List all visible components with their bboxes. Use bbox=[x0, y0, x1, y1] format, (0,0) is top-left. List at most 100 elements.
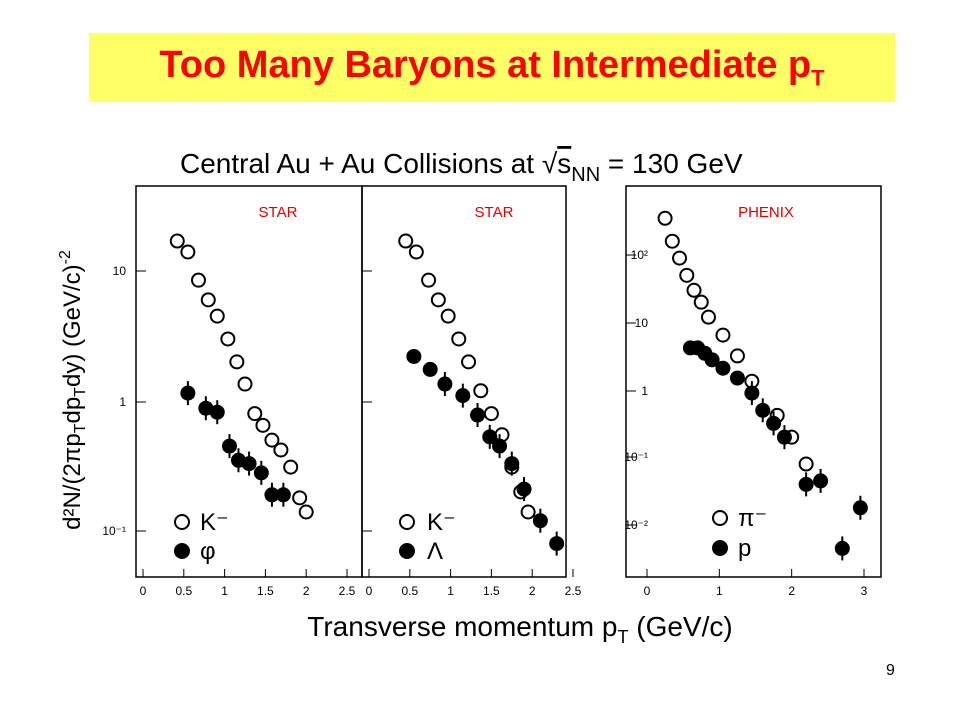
y-tick-label: 10⁻¹ bbox=[102, 524, 126, 538]
data-point-filled bbox=[455, 388, 471, 404]
data-point-filled bbox=[504, 456, 520, 472]
data-point-open bbox=[209, 308, 225, 324]
data-point-open bbox=[729, 348, 745, 364]
data-point-open bbox=[220, 331, 236, 347]
data-point-open bbox=[169, 233, 185, 249]
x-tick-label: 2.5 bbox=[565, 584, 582, 598]
data-point-filled bbox=[422, 361, 438, 377]
data-point-open bbox=[686, 282, 702, 298]
data-point-open bbox=[273, 442, 289, 458]
slide-number: 9 bbox=[886, 662, 895, 679]
data-point-open bbox=[408, 244, 424, 260]
y-axis-label: d²N/(2πpTdpTdy) (GeV/c)-2 bbox=[57, 250, 89, 530]
data-point-open bbox=[657, 210, 673, 226]
legend-label: p bbox=[738, 535, 751, 562]
data-point-filled bbox=[470, 407, 486, 423]
experiment-label: STAR bbox=[475, 204, 514, 221]
data-point-open bbox=[461, 354, 477, 370]
x-tick-label: 0.5 bbox=[175, 584, 192, 598]
data-point-filled bbox=[482, 429, 498, 445]
figure-header: Central Au + Au Collisions at √sNN = 130… bbox=[180, 148, 743, 186]
legend-marker-open bbox=[174, 514, 190, 530]
legend-marker-open bbox=[399, 514, 415, 530]
data-point-filled bbox=[406, 348, 422, 364]
data-point-open bbox=[190, 272, 206, 288]
data-point-filled bbox=[852, 500, 868, 516]
data-point-open bbox=[237, 376, 253, 392]
x-axis-label: Transverse momentum pT (GeV/c) bbox=[307, 611, 732, 647]
panel-middle-frame bbox=[361, 185, 567, 578]
data-point-open bbox=[440, 308, 456, 324]
data-point-open bbox=[664, 233, 680, 249]
data-point-open bbox=[180, 244, 196, 260]
data-point-filled bbox=[729, 370, 745, 386]
legend-marker-filled bbox=[174, 543, 190, 559]
data-point-filled bbox=[532, 513, 548, 529]
data-point-open bbox=[200, 292, 216, 308]
data-point-open bbox=[255, 417, 271, 433]
legend-marker-filled bbox=[399, 543, 415, 559]
legend-label: K⁻ bbox=[200, 509, 229, 536]
legend-label: π⁻ bbox=[738, 505, 767, 532]
data-point-open bbox=[798, 456, 814, 472]
x-tick-label: 2 bbox=[303, 584, 310, 598]
data-point-filled bbox=[776, 429, 792, 445]
data-point-open bbox=[398, 233, 414, 249]
slide-title: Too Many Baryons at Intermediate pT bbox=[159, 43, 825, 91]
data-point-filled bbox=[813, 473, 829, 489]
data-point-filled bbox=[715, 360, 731, 376]
experiment-label: STAR bbox=[259, 204, 298, 221]
data-point-open bbox=[679, 267, 695, 283]
x-tick-label: 1 bbox=[447, 584, 454, 598]
x-tick-label: 0 bbox=[644, 584, 651, 598]
data-point-filled bbox=[766, 415, 782, 431]
legend-marker-open bbox=[712, 510, 728, 526]
y-tick-label: 1 bbox=[119, 395, 126, 409]
x-tick-label: 0 bbox=[140, 584, 147, 598]
data-point-filled bbox=[516, 481, 532, 497]
data-point-open bbox=[693, 294, 709, 310]
data-point-open bbox=[483, 406, 499, 422]
x-tick-label: 2.5 bbox=[339, 584, 356, 598]
title-banner: Too Many Baryons at Intermediate pT bbox=[89, 33, 895, 102]
data-point-open bbox=[229, 354, 245, 370]
data-point-filled bbox=[744, 385, 760, 401]
data-point-open bbox=[520, 504, 536, 520]
legend-label: K⁻ bbox=[427, 509, 456, 536]
y-tick-label: 10⁻² bbox=[624, 518, 648, 532]
data-point-open bbox=[421, 272, 437, 288]
data-point-open bbox=[451, 331, 467, 347]
data-point-filled bbox=[798, 476, 814, 492]
data-point-filled bbox=[704, 352, 720, 368]
data-point-open bbox=[700, 309, 716, 325]
data-point-filled bbox=[221, 438, 237, 454]
y-tick-label: 10⁻¹ bbox=[624, 450, 648, 464]
data-point-filled bbox=[834, 540, 850, 556]
data-point-filled bbox=[180, 385, 196, 401]
data-point-open bbox=[430, 292, 446, 308]
data-point-filled bbox=[755, 402, 771, 418]
y-tick-label: 10 bbox=[635, 316, 649, 330]
data-point-open bbox=[247, 406, 263, 422]
data-point-filled bbox=[549, 536, 565, 552]
panel-right-frame bbox=[625, 185, 882, 578]
data-point-open bbox=[672, 250, 688, 266]
data-point-open bbox=[264, 432, 280, 448]
data-point-filled bbox=[275, 487, 291, 503]
x-tick-label: 1.5 bbox=[483, 584, 500, 598]
y-tick-label: 10 bbox=[113, 264, 127, 278]
x-tick-label: 3 bbox=[861, 584, 868, 598]
data-point-open bbox=[473, 383, 489, 399]
legend-marker-filled bbox=[712, 540, 728, 556]
data-point-filled bbox=[241, 456, 257, 472]
data-point-open bbox=[715, 327, 731, 343]
x-tick-label: 1.5 bbox=[257, 584, 274, 598]
x-tick-label: 2 bbox=[529, 584, 536, 598]
data-point-filled bbox=[253, 465, 269, 481]
x-tick-label: 0 bbox=[366, 584, 373, 598]
y-tick-label: 10² bbox=[631, 248, 648, 262]
legend-label: Λ bbox=[427, 538, 443, 565]
x-tick-label: 1 bbox=[221, 584, 228, 598]
data-point-filled bbox=[437, 376, 453, 392]
